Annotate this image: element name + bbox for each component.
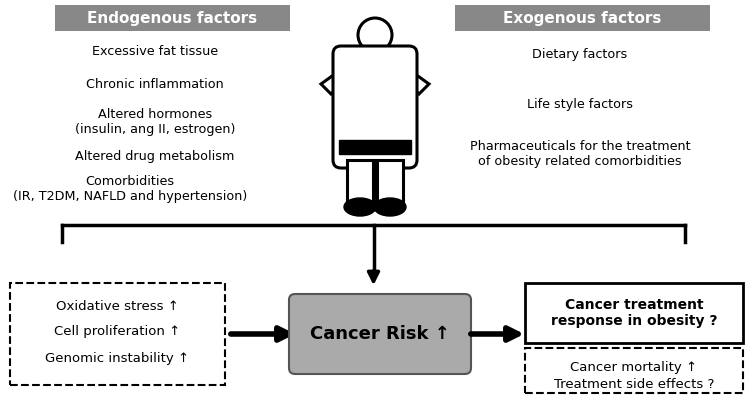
Text: Genomic instability ↑: Genomic instability ↑ (46, 352, 190, 365)
FancyBboxPatch shape (377, 160, 403, 205)
Polygon shape (397, 66, 429, 94)
FancyBboxPatch shape (525, 348, 743, 393)
Text: Chronic inflammation: Chronic inflammation (86, 78, 224, 91)
FancyBboxPatch shape (455, 5, 710, 31)
Ellipse shape (374, 198, 406, 216)
Text: Excessive fat tissue: Excessive fat tissue (92, 45, 218, 58)
Ellipse shape (344, 198, 376, 216)
FancyBboxPatch shape (339, 140, 411, 154)
FancyBboxPatch shape (333, 46, 417, 168)
Text: Exogenous factors: Exogenous factors (503, 10, 662, 25)
Text: Altered drug metabolism: Altered drug metabolism (75, 150, 235, 163)
Text: Cancer Risk ↑: Cancer Risk ↑ (310, 325, 450, 343)
FancyBboxPatch shape (525, 283, 743, 343)
Text: Treatment side effects ?: Treatment side effects ? (554, 378, 714, 391)
Text: Comorbidities
(IR, T2DM, NAFLD and hypertension): Comorbidities (IR, T2DM, NAFLD and hyper… (13, 175, 248, 203)
Text: Dietary factors: Dietary factors (532, 48, 628, 61)
Text: Oxidative stress ↑: Oxidative stress ↑ (56, 300, 179, 313)
Text: Cell proliferation ↑: Cell proliferation ↑ (54, 325, 181, 338)
FancyBboxPatch shape (289, 294, 471, 374)
Polygon shape (321, 66, 353, 94)
Text: Altered hormones
(insulin, ang II, estrogen): Altered hormones (insulin, ang II, estro… (75, 108, 236, 136)
Text: Pharmaceuticals for the treatment
of obesity related comorbidities: Pharmaceuticals for the treatment of obe… (470, 140, 690, 168)
FancyBboxPatch shape (347, 160, 373, 205)
Text: Cancer treatment
response in obesity ?: Cancer treatment response in obesity ? (550, 298, 717, 328)
Text: Cancer mortality ↑: Cancer mortality ↑ (571, 361, 698, 374)
FancyBboxPatch shape (10, 283, 225, 385)
FancyBboxPatch shape (55, 5, 290, 31)
Text: Life style factors: Life style factors (527, 98, 633, 111)
Text: Endogenous factors: Endogenous factors (88, 10, 257, 25)
